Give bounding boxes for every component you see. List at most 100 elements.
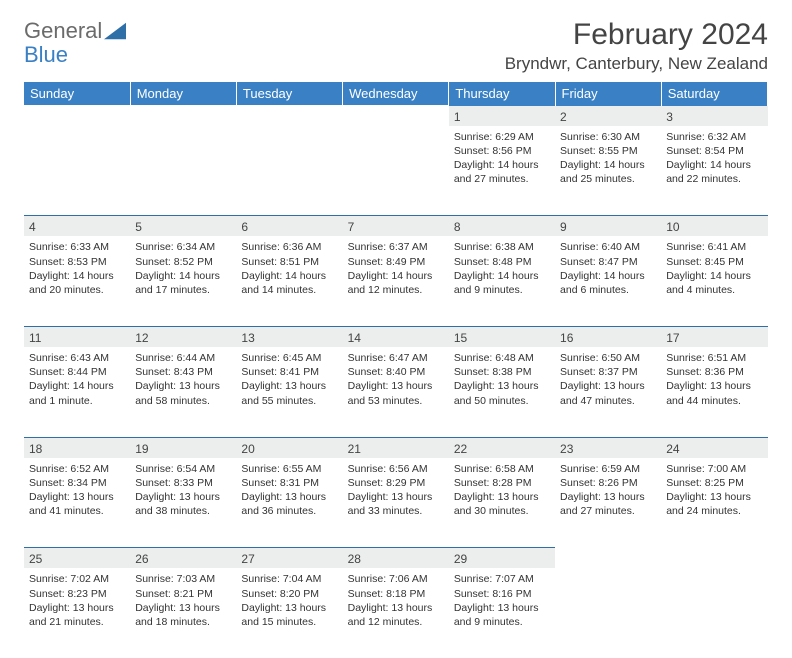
title-block: February 2024 Bryndwr, Canterbury, New Z… (505, 18, 768, 74)
daylight-text: Daylight: 13 hours and 41 minutes. (29, 490, 125, 518)
day-number-cell: 19 (130, 437, 236, 458)
day-number-cell: 8 (449, 216, 555, 237)
content-row: Sunrise: 6:33 AMSunset: 8:53 PMDaylight:… (24, 236, 768, 326)
day-number-cell: 24 (661, 437, 767, 458)
day-content-cell: Sunrise: 6:33 AMSunset: 8:53 PMDaylight:… (24, 236, 130, 326)
day-content-cell: Sunrise: 6:59 AMSunset: 8:26 PMDaylight:… (555, 458, 661, 548)
sunset-text: Sunset: 8:21 PM (135, 587, 231, 601)
sunrise-text: Sunrise: 6:33 AM (29, 240, 125, 254)
sunset-text: Sunset: 8:23 PM (29, 587, 125, 601)
day-content-cell: Sunrise: 6:38 AMSunset: 8:48 PMDaylight:… (449, 236, 555, 326)
content-row: Sunrise: 6:29 AMSunset: 8:56 PMDaylight:… (24, 126, 768, 216)
daylight-text: Daylight: 13 hours and 38 minutes. (135, 490, 231, 518)
day-content-cell: Sunrise: 6:37 AMSunset: 8:49 PMDaylight:… (343, 236, 449, 326)
daynum-row: 123 (24, 106, 768, 126)
day-number-cell: 17 (661, 326, 767, 347)
sunrise-text: Sunrise: 7:07 AM (454, 572, 550, 586)
sunset-text: Sunset: 8:16 PM (454, 587, 550, 601)
weekday-header: Thursday (449, 82, 555, 106)
daylight-text: Daylight: 14 hours and 9 minutes. (454, 269, 550, 297)
sunrise-text: Sunrise: 6:36 AM (241, 240, 337, 254)
daylight-text: Daylight: 13 hours and 24 minutes. (666, 490, 762, 518)
day-content-cell: Sunrise: 6:47 AMSunset: 8:40 PMDaylight:… (343, 347, 449, 437)
daylight-text: Daylight: 14 hours and 14 minutes. (241, 269, 337, 297)
day-number-cell: 26 (130, 548, 236, 569)
day-number-cell: 1 (449, 106, 555, 126)
day-number-cell: 7 (343, 216, 449, 237)
logo-text-blue: Blue (24, 42, 68, 67)
day-content-cell: Sunrise: 6:32 AMSunset: 8:54 PMDaylight:… (661, 126, 767, 216)
day-content-cell (236, 126, 342, 216)
sunset-text: Sunset: 8:49 PM (348, 255, 444, 269)
sunrise-text: Sunrise: 6:38 AM (454, 240, 550, 254)
sunrise-text: Sunrise: 6:48 AM (454, 351, 550, 365)
sunrise-text: Sunrise: 6:29 AM (454, 130, 550, 144)
sunrise-text: Sunrise: 6:56 AM (348, 462, 444, 476)
daylight-text: Daylight: 13 hours and 58 minutes. (135, 379, 231, 407)
page-title: February 2024 (505, 18, 768, 52)
day-content-cell: Sunrise: 6:40 AMSunset: 8:47 PMDaylight:… (555, 236, 661, 326)
sunrise-text: Sunrise: 6:51 AM (666, 351, 762, 365)
day-content-cell: Sunrise: 6:54 AMSunset: 8:33 PMDaylight:… (130, 458, 236, 548)
logo-triangle-icon (104, 22, 126, 40)
sunset-text: Sunset: 8:20 PM (241, 587, 337, 601)
sunrise-text: Sunrise: 6:47 AM (348, 351, 444, 365)
day-content-cell (661, 568, 767, 658)
sunset-text: Sunset: 8:52 PM (135, 255, 231, 269)
day-content-cell: Sunrise: 6:30 AMSunset: 8:55 PMDaylight:… (555, 126, 661, 216)
sunrise-text: Sunrise: 7:04 AM (241, 572, 337, 586)
weekday-header: Saturday (661, 82, 767, 106)
content-row: Sunrise: 6:52 AMSunset: 8:34 PMDaylight:… (24, 458, 768, 548)
day-number-cell: 10 (661, 216, 767, 237)
day-content-cell (555, 568, 661, 658)
day-number-cell (343, 106, 449, 126)
day-number-cell: 12 (130, 326, 236, 347)
daynum-row: 45678910 (24, 216, 768, 237)
daylight-text: Daylight: 14 hours and 4 minutes. (666, 269, 762, 297)
daylight-text: Daylight: 13 hours and 9 minutes. (454, 601, 550, 629)
sunrise-text: Sunrise: 6:32 AM (666, 130, 762, 144)
day-number-cell: 6 (236, 216, 342, 237)
day-number-cell (130, 106, 236, 126)
day-content-cell: Sunrise: 6:36 AMSunset: 8:51 PMDaylight:… (236, 236, 342, 326)
day-content-cell: Sunrise: 6:55 AMSunset: 8:31 PMDaylight:… (236, 458, 342, 548)
sunrise-text: Sunrise: 7:02 AM (29, 572, 125, 586)
day-number-cell: 20 (236, 437, 342, 458)
day-content-cell: Sunrise: 7:02 AMSunset: 8:23 PMDaylight:… (24, 568, 130, 658)
day-number-cell: 22 (449, 437, 555, 458)
sunrise-text: Sunrise: 6:58 AM (454, 462, 550, 476)
sunset-text: Sunset: 8:25 PM (666, 476, 762, 490)
daylight-text: Daylight: 13 hours and 30 minutes. (454, 490, 550, 518)
day-content-cell: Sunrise: 6:41 AMSunset: 8:45 PMDaylight:… (661, 236, 767, 326)
day-content-cell: Sunrise: 6:29 AMSunset: 8:56 PMDaylight:… (449, 126, 555, 216)
sunrise-text: Sunrise: 6:37 AM (348, 240, 444, 254)
daylight-text: Daylight: 14 hours and 27 minutes. (454, 158, 550, 186)
daylight-text: Daylight: 13 hours and 15 minutes. (241, 601, 337, 629)
daylight-text: Daylight: 14 hours and 6 minutes. (560, 269, 656, 297)
sunrise-text: Sunrise: 6:52 AM (29, 462, 125, 476)
daylight-text: Daylight: 13 hours and 44 minutes. (666, 379, 762, 407)
sunrise-text: Sunrise: 6:45 AM (241, 351, 337, 365)
day-content-cell: Sunrise: 6:51 AMSunset: 8:36 PMDaylight:… (661, 347, 767, 437)
daylight-text: Daylight: 13 hours and 21 minutes. (29, 601, 125, 629)
weekday-header: Sunday (24, 82, 130, 106)
day-content-cell (343, 126, 449, 216)
day-number-cell: 4 (24, 216, 130, 237)
daylight-text: Daylight: 13 hours and 33 minutes. (348, 490, 444, 518)
daylight-text: Daylight: 13 hours and 55 minutes. (241, 379, 337, 407)
sunrise-text: Sunrise: 6:44 AM (135, 351, 231, 365)
day-content-cell: Sunrise: 6:44 AMSunset: 8:43 PMDaylight:… (130, 347, 236, 437)
sunrise-text: Sunrise: 7:00 AM (666, 462, 762, 476)
weekday-header-row: Sunday Monday Tuesday Wednesday Thursday… (24, 82, 768, 106)
sunset-text: Sunset: 8:29 PM (348, 476, 444, 490)
day-number-cell: 14 (343, 326, 449, 347)
content-row: Sunrise: 7:02 AMSunset: 8:23 PMDaylight:… (24, 568, 768, 658)
content-row: Sunrise: 6:43 AMSunset: 8:44 PMDaylight:… (24, 347, 768, 437)
sunrise-text: Sunrise: 6:43 AM (29, 351, 125, 365)
day-content-cell: Sunrise: 6:45 AMSunset: 8:41 PMDaylight:… (236, 347, 342, 437)
sunrise-text: Sunrise: 6:40 AM (560, 240, 656, 254)
day-number-cell (24, 106, 130, 126)
weekday-header: Monday (130, 82, 236, 106)
sunset-text: Sunset: 8:56 PM (454, 144, 550, 158)
day-number-cell: 2 (555, 106, 661, 126)
